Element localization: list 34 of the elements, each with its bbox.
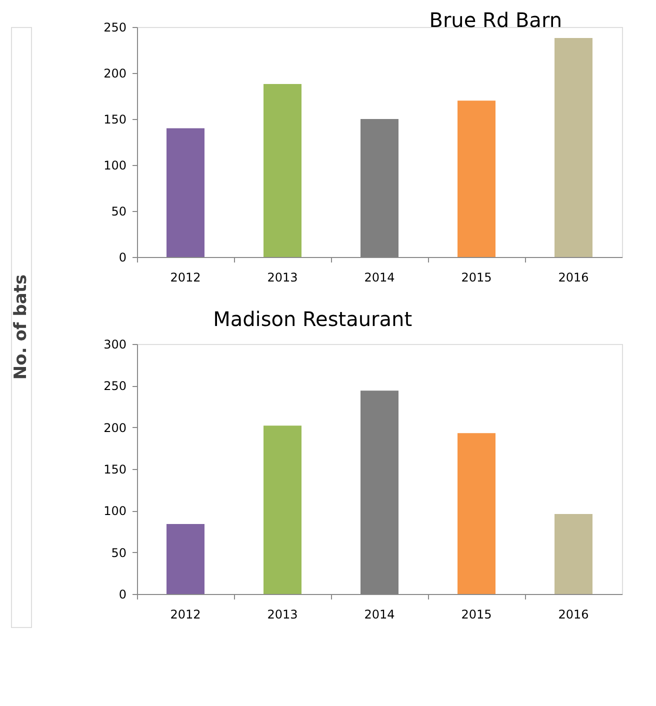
x-tick-label: 2013 xyxy=(267,608,298,622)
y-tick-label: 250 xyxy=(104,20,126,34)
x-tick-label: 2012 xyxy=(170,608,201,622)
x-tick-label: 2015 xyxy=(461,270,492,284)
y-tick-label: 150 xyxy=(104,462,126,476)
x-tick-label: 2013 xyxy=(267,270,298,284)
y-tick-label: 100 xyxy=(104,158,126,172)
x-tick-label: 2012 xyxy=(170,270,201,284)
x-tick-label: 2014 xyxy=(364,608,395,622)
bar xyxy=(264,84,302,257)
y-tick-label: 300 xyxy=(104,338,126,352)
y-tick-label: 100 xyxy=(104,504,126,518)
y-tick-label: 50 xyxy=(111,204,126,218)
bar xyxy=(166,128,204,257)
y-tick-label: 150 xyxy=(104,112,126,126)
bar xyxy=(554,514,592,594)
bar xyxy=(264,426,302,594)
y-tick-label: 0 xyxy=(118,250,126,264)
chart-title: Madison Restaurant xyxy=(213,307,412,331)
y-axis-title: No. of bats xyxy=(11,274,31,380)
bar xyxy=(458,433,496,594)
y-tick-label: 0 xyxy=(118,588,126,602)
bar xyxy=(458,100,496,257)
x-tick-label: 2015 xyxy=(461,608,492,622)
y-tick-label: 200 xyxy=(104,66,126,80)
bar xyxy=(554,38,592,257)
x-tick-label: 2016 xyxy=(558,270,589,284)
y-tick-label: 200 xyxy=(104,420,126,435)
chart-title: Brue Rd Barn xyxy=(429,8,562,32)
bar xyxy=(166,524,204,594)
x-tick-label: 2014 xyxy=(364,270,395,284)
y-tick-label: 50 xyxy=(111,546,126,560)
x-tick-label: 2016 xyxy=(558,608,589,622)
y-tick-label: 250 xyxy=(104,379,126,394)
